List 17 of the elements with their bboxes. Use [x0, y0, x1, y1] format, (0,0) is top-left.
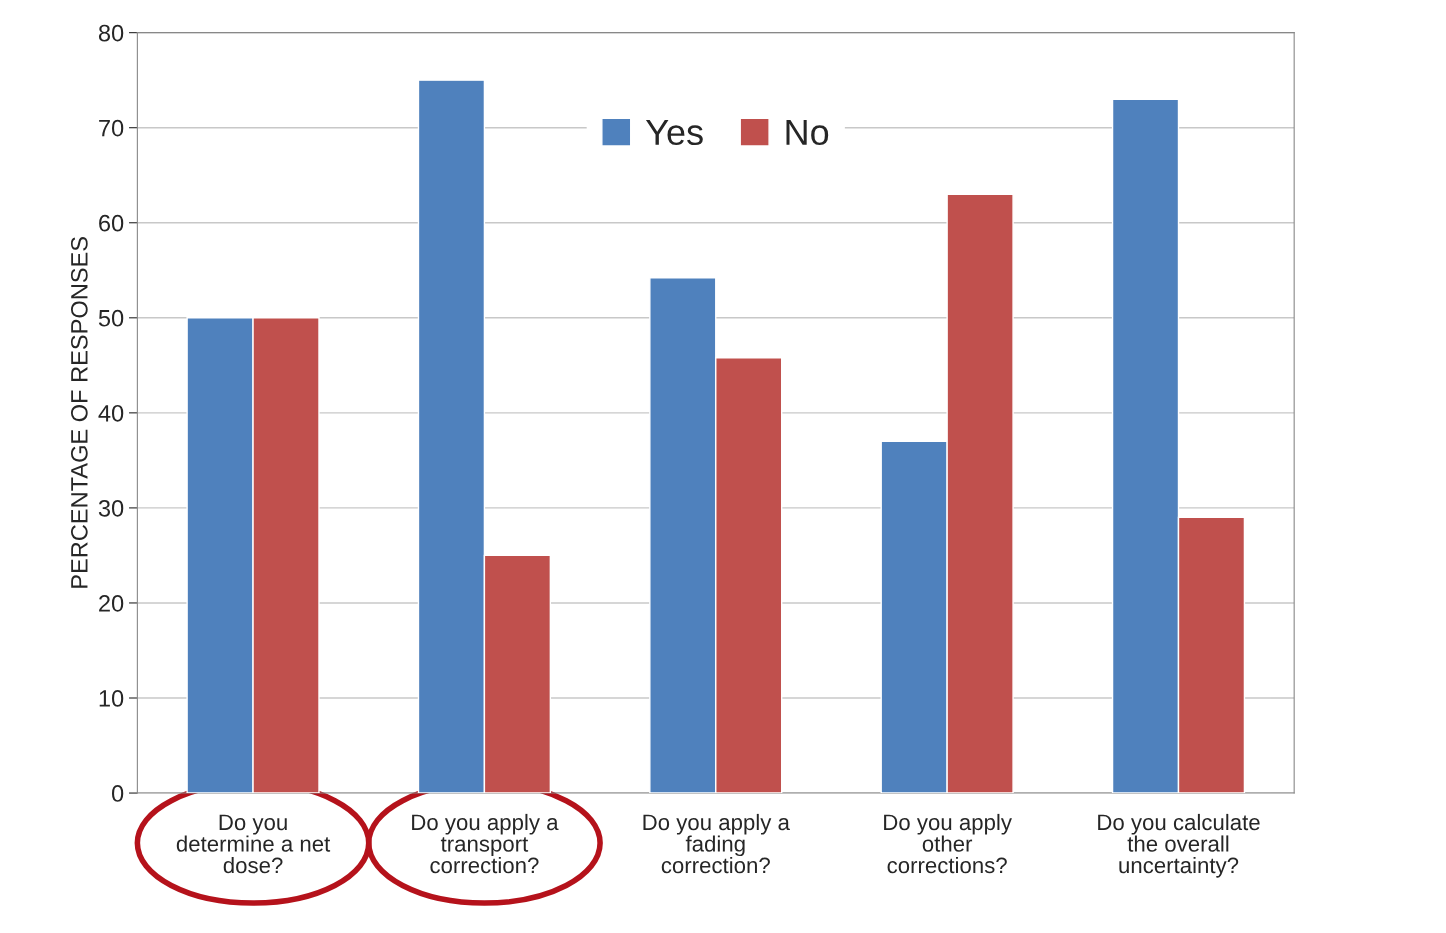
y-tick-label: 70 [99, 119, 124, 137]
y-tick-label: 20 [99, 595, 124, 612]
y-tick-label: 50 [98, 309, 124, 327]
y-tick-label: 10 [99, 690, 124, 707]
y-tick-label: 40 [98, 404, 124, 422]
y-tick-label: 0 [111, 785, 124, 802]
x-tick-label: Do you determine a net dose? [176, 814, 331, 874]
y-axis-title: PERCENTAGE OF RESPONSES [70, 237, 88, 588]
y-tick-label: 80 [98, 24, 124, 42]
x-tick-label: Do you apply a fading correction? [643, 813, 790, 874]
legend-label: No [786, 119, 829, 146]
y-tick-label: 30 [98, 499, 124, 517]
y-tick-label: 60 [99, 214, 124, 232]
x-tick-label: Do you calculate the overall uncertainty? [1098, 813, 1260, 878]
x-tick-label: Do you apply other corrections? [884, 813, 1012, 874]
x-tick-label: Do you apply a transport correction? [412, 813, 559, 874]
legend-label: Yes [645, 119, 703, 146]
